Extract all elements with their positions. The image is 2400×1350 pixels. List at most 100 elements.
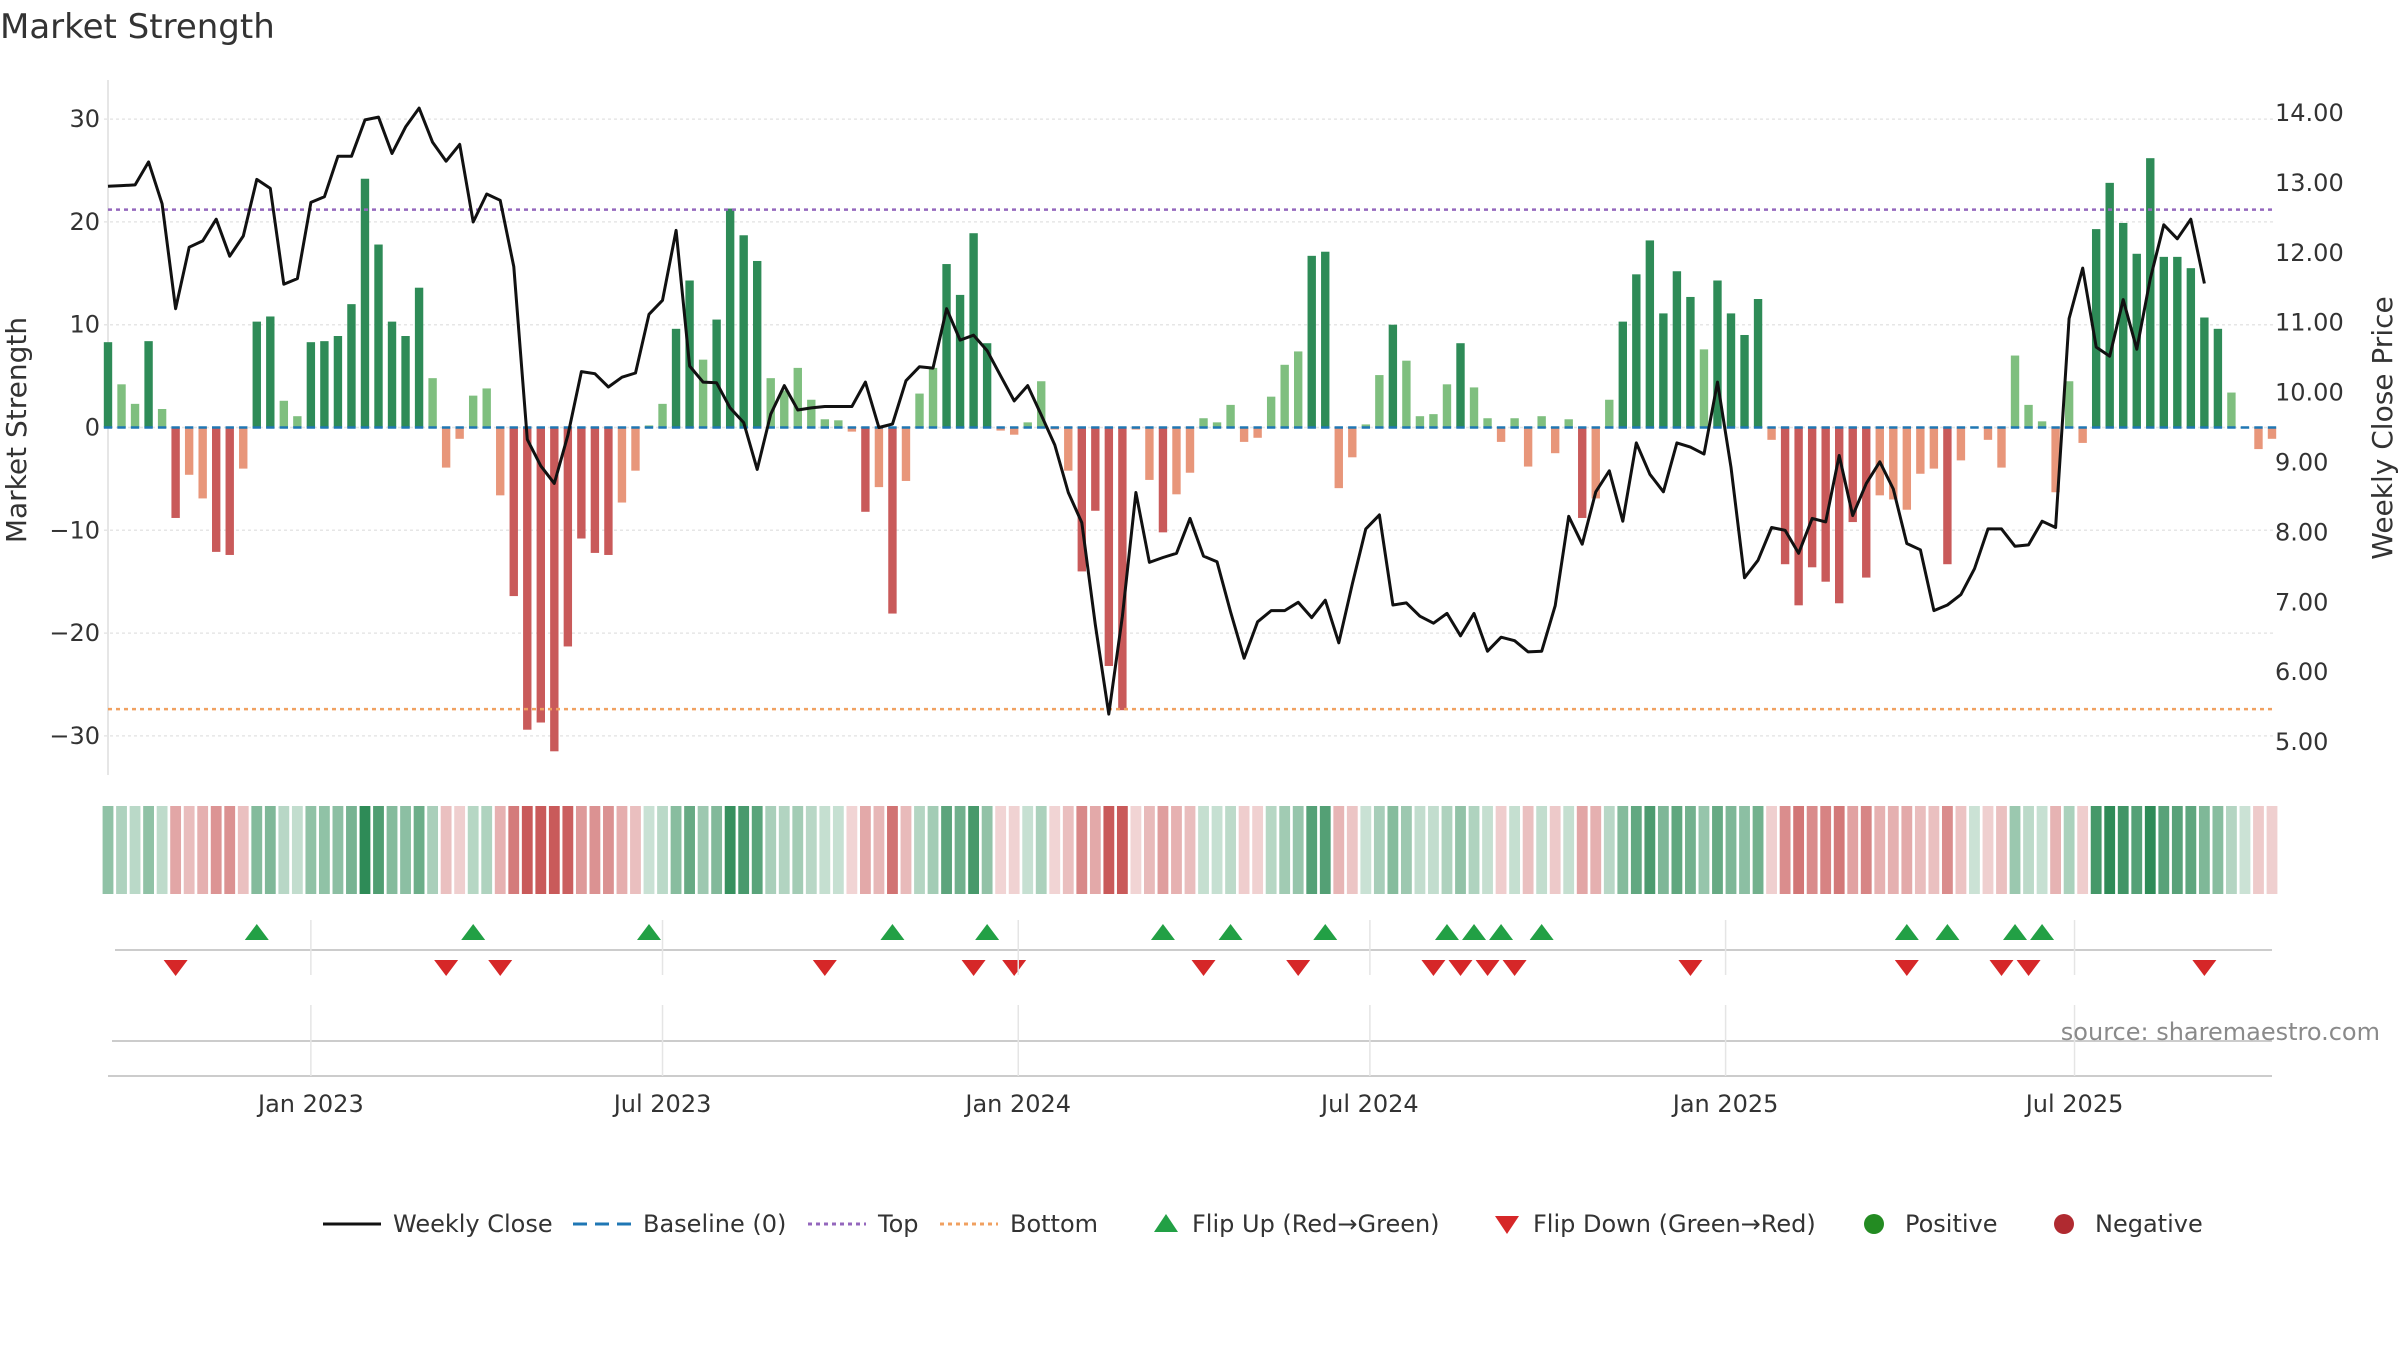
ribbon-cell [954, 806, 966, 894]
flip-down-marker [1894, 960, 1919, 976]
strength-bar [1645, 240, 1655, 428]
ribbon-cell [697, 806, 709, 894]
ribbon-cell [805, 806, 817, 894]
legend-label: Bottom [1010, 1210, 1098, 1238]
ribbon-cell [508, 806, 520, 894]
ribbon-cell [1820, 806, 1832, 894]
strength-bar [1997, 427, 2006, 468]
strength-bar [279, 400, 289, 428]
strength-bar [1686, 296, 1695, 428]
ribbon-cell [1671, 806, 1683, 894]
strength-bar [2064, 381, 2074, 428]
ribbon-cell [711, 806, 723, 894]
strength-bar [1618, 321, 1627, 428]
ribbon-cell [1414, 806, 1426, 894]
strength-bar [157, 408, 167, 428]
strength-bar [198, 427, 207, 499]
ribbon-cell [1563, 806, 1575, 894]
strength-bar [482, 388, 491, 428]
legend-label: Top [877, 1210, 919, 1238]
ribbon-cell [1252, 806, 1264, 894]
ribbon-cell [995, 806, 1007, 894]
ribbon-cell [251, 806, 263, 894]
ribbon-cell [102, 806, 114, 894]
strength-bar [2159, 256, 2168, 428]
ribbon-cell [2158, 806, 2170, 894]
ribbon-cell [1766, 806, 1777, 894]
ribbon-cell [1874, 806, 1886, 894]
ribbon-cell [859, 806, 871, 894]
ribbon-cell [1116, 806, 1128, 894]
ribbon-cell [1238, 806, 1250, 894]
flip-down-marker [1002, 960, 1027, 976]
ribbon-cell [724, 806, 736, 894]
strength-bar [2267, 427, 2277, 439]
ribbon-cell [156, 806, 168, 894]
flip-up-marker [461, 924, 486, 940]
strength-bar [1104, 427, 1114, 666]
strength-bar [847, 427, 857, 432]
ribbon-cell [170, 806, 182, 894]
strength-bar [1807, 427, 1817, 568]
flip-up-marker [1489, 924, 1514, 940]
ribbon-cell [413, 806, 425, 894]
level-lines [108, 208, 2272, 711]
strength-bar [1726, 313, 1736, 428]
ribbon-cell [278, 806, 290, 894]
strength-bar [509, 427, 518, 597]
strength-bar [1253, 427, 1262, 438]
strength-bar [1956, 427, 1966, 461]
y-right-tick-label: 13.00 [2275, 169, 2344, 197]
strength-bar [1862, 427, 1871, 578]
ribbon-cell [332, 806, 344, 894]
y-axis-left-title: Market Strength [0, 317, 33, 543]
strength-bar [969, 233, 978, 428]
strength-bar [982, 343, 992, 428]
ribbon-cell [616, 806, 628, 894]
ribbon-cell [2226, 806, 2237, 894]
strength-ribbon [102, 806, 2278, 894]
strength-bar [171, 427, 180, 518]
y-right-tick-label: 11.00 [2275, 309, 2344, 337]
strength-bar [1848, 427, 1857, 523]
ribbon-cell [1049, 806, 1061, 894]
ribbon-cell [832, 806, 844, 894]
flip-down-marker [2016, 960, 2041, 976]
strength-bar [834, 420, 843, 428]
ribbon-cell [1725, 806, 1737, 894]
y-right-tick-label: 12.00 [2275, 239, 2344, 267]
ribbon-cell [1130, 806, 1142, 894]
flip-down-marker [488, 960, 513, 976]
strength-bar [1456, 343, 1465, 428]
ribbon-cell [1712, 806, 1723, 894]
strength-bar [117, 384, 126, 428]
ribbon-cell [2036, 806, 2048, 894]
strength-bar [2078, 427, 2087, 443]
strength-bar [888, 427, 897, 614]
strength-bar [1442, 384, 1452, 428]
strength-bar [942, 264, 951, 428]
ribbon-cell [2185, 806, 2197, 894]
ribbon-cell [2023, 806, 2034, 894]
flip-down-marker [961, 960, 986, 976]
strength-bar [1429, 414, 1438, 428]
ribbon-cell [481, 806, 493, 894]
strength-bar [360, 178, 370, 428]
flip-up-marker [1529, 924, 1554, 940]
y-axis-right-title: Weekly Close Price [2366, 296, 2399, 559]
ribbon-cell [400, 806, 411, 894]
ribbon-cell [630, 806, 641, 894]
ribbon-cell [2144, 806, 2156, 894]
strength-bar [861, 427, 870, 512]
ribbon-cell [887, 806, 898, 894]
ribbon-cell [751, 806, 763, 894]
ribbon-cell [1617, 806, 1629, 894]
ribbon-cell [1157, 806, 1169, 894]
ribbon-cell [143, 806, 154, 894]
ribbon-cell [386, 806, 398, 894]
strength-bar [468, 395, 478, 428]
strength-bar [2010, 355, 2020, 428]
ribbon-cell [873, 806, 885, 894]
strength-bar [414, 287, 424, 428]
